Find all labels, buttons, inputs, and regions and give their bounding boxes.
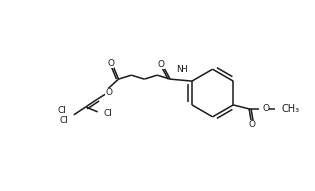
Text: O: O <box>107 59 114 68</box>
Text: N: N <box>176 65 182 74</box>
Text: Cl: Cl <box>57 106 66 115</box>
Text: O: O <box>158 60 165 69</box>
Text: H: H <box>180 65 186 74</box>
Text: O: O <box>262 104 269 113</box>
Text: O: O <box>105 87 112 96</box>
Text: CH₃: CH₃ <box>282 104 300 114</box>
Text: Cl: Cl <box>60 116 69 125</box>
Text: O: O <box>249 120 255 129</box>
Text: Cl: Cl <box>104 109 112 118</box>
